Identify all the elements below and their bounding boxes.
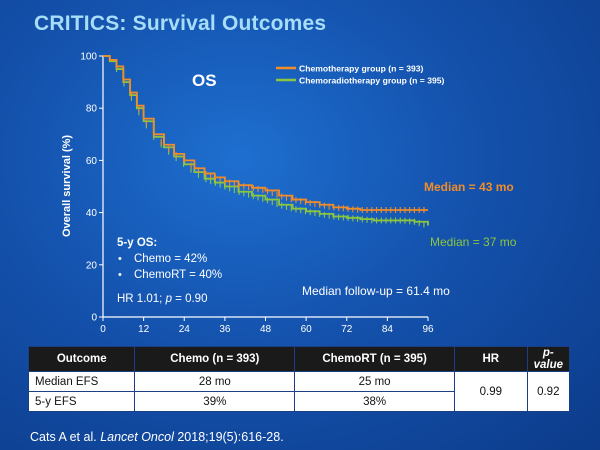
chart-title: OS	[192, 71, 217, 90]
chart-curves	[103, 55, 429, 228]
table-header-row: Outcome Chemo (n = 393) ChemoRT (n = 395…	[27, 346, 571, 372]
efs-table: Outcome Chemo (n = 393) ChemoRT (n = 395…	[27, 346, 571, 412]
y-tick-label: 80	[86, 104, 98, 115]
cell-outcome: Median EFS	[27, 371, 136, 392]
table-row: Median EFS 28 mo 25 mo 0.99 0.92	[27, 371, 571, 412]
five-year-bullet-1: •	[118, 253, 122, 265]
median-chemort-label: Median = 37 mo	[430, 235, 517, 249]
x-tick-label: 24	[179, 324, 191, 335]
y-tick-label: 20	[86, 260, 98, 271]
citation-suffix: 2018;19(5):616-28.	[173, 430, 284, 444]
x-tick-label: 48	[260, 324, 272, 335]
header-p-value: p-value	[526, 346, 571, 372]
legend-label-chemo: Chemotherapy group (n = 393)	[299, 64, 424, 74]
censor-marks-chemort	[115, 66, 425, 228]
header-chemo: Chemo (n = 393)	[134, 346, 296, 372]
cell-chemort: 25 mo	[294, 371, 456, 392]
y-axis-label: Overall survival (%)	[61, 135, 73, 237]
header-chemort: ChemoRT (n = 395)	[294, 346, 456, 372]
cell-chemo: 39%	[134, 391, 296, 412]
slide-title: CRITICS: Survival Outcomes	[34, 12, 327, 35]
header-hr: HR	[454, 346, 528, 372]
cell-chemort: 38%	[294, 391, 456, 412]
x-tick-label: 60	[301, 324, 313, 335]
cell-outcome: 5-y EFS	[27, 391, 136, 412]
five-year-bullet-2: •	[118, 269, 122, 281]
median-chemo-label: Median = 43 mo	[424, 180, 514, 194]
header-p-value-text: p-value	[533, 347, 564, 371]
header-outcome: Outcome	[27, 346, 136, 372]
x-tick-label: 84	[382, 324, 394, 335]
five-year-chemo: Chemo = 42%	[134, 253, 207, 265]
x-tick-label: 0	[100, 324, 106, 335]
legend-label-chemort: Chemoradiotherapy group (n = 395)	[299, 76, 445, 86]
citation: Cats A et al. Lancet Oncol 2018;19(5):61…	[30, 430, 284, 444]
y-tick-label: 40	[86, 208, 98, 219]
censor-marks-chemo	[115, 63, 425, 213]
y-tick-label: 60	[86, 156, 98, 167]
hr-p-value: = 0.90	[172, 293, 208, 305]
cell-p-value: 0.92	[526, 371, 571, 412]
citation-journal: Lancet Oncol	[100, 430, 174, 444]
citation-prefix: Cats A et al.	[30, 430, 101, 444]
x-tick-label: 72	[341, 324, 353, 335]
cell-chemo: 28 mo	[134, 371, 296, 392]
table-row: 5-y EFS 39% 38%	[27, 391, 570, 412]
followup-text: Median follow-up = 61.4 mo	[302, 284, 450, 298]
x-tick-label: 36	[219, 324, 231, 335]
hr-p-symbol: p	[165, 293, 173, 305]
hr-prefix: HR 1.01;	[117, 293, 166, 305]
survival-chart: 0 20 40 60 80 100 0 12 24 36 48 60 72 84 96 Overall su…	[61, 52, 517, 336]
five-year-chemort: ChemoRT = 40%	[134, 269, 222, 281]
five-year-heading: 5-y OS:	[117, 237, 157, 249]
x-tick-label: 12	[138, 324, 150, 335]
x-tick-label: 96	[422, 324, 434, 335]
y-tick-label: 100	[80, 52, 97, 63]
hazard-ratio-text: HR 1.01; p = 0.90	[117, 293, 207, 305]
y-tick-label: 0	[91, 313, 97, 324]
chart-ticks: 0 20 40 60 80 100 0 12 24 36 48 60 72 84 96	[80, 52, 434, 336]
cell-hr: 0.99	[454, 371, 528, 412]
